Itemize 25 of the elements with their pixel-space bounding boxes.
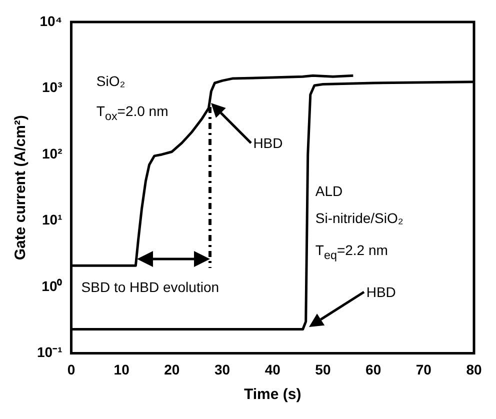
x-tick-label: 10 [114, 361, 130, 378]
x-tick-label: 50 [315, 361, 331, 378]
x-tick-label: 40 [264, 361, 281, 378]
y-tick-label: 10⁰ [42, 278, 62, 294]
y-tick-label: 10⁻¹ [37, 344, 63, 360]
annotation: SiO₂ [96, 72, 126, 90]
annotation: Si-nitride/SiO₂ [315, 208, 404, 227]
annotation: T$_{eq}$=2.2 nm [315, 241, 388, 264]
x-axis-title: Time (s) [244, 386, 302, 404]
x-tick-label: 30 [214, 361, 230, 378]
annotation: HBD [366, 282, 396, 301]
x-tick-label: 20 [164, 361, 180, 378]
annotation: ALD [315, 182, 343, 200]
annotation: T$_{ox}$=2.0 nm [96, 102, 168, 125]
x-tick-label: 70 [416, 361, 432, 378]
annotation: SBD to HBD evolution [81, 278, 220, 296]
annotation: HBD [253, 134, 283, 152]
y-tick-label: 10¹ [42, 212, 63, 228]
y-axis-title: Gate current (A/cm²) [12, 115, 30, 260]
y-tick-label: 10² [42, 145, 63, 162]
y-tick-label: 10⁴ [40, 12, 62, 29]
y-tick-label: 10³ [42, 79, 63, 96]
x-tick-label: 0 [67, 361, 76, 378]
x-tick-label: 60 [366, 361, 382, 378]
x-tick-label: 80 [466, 361, 482, 378]
